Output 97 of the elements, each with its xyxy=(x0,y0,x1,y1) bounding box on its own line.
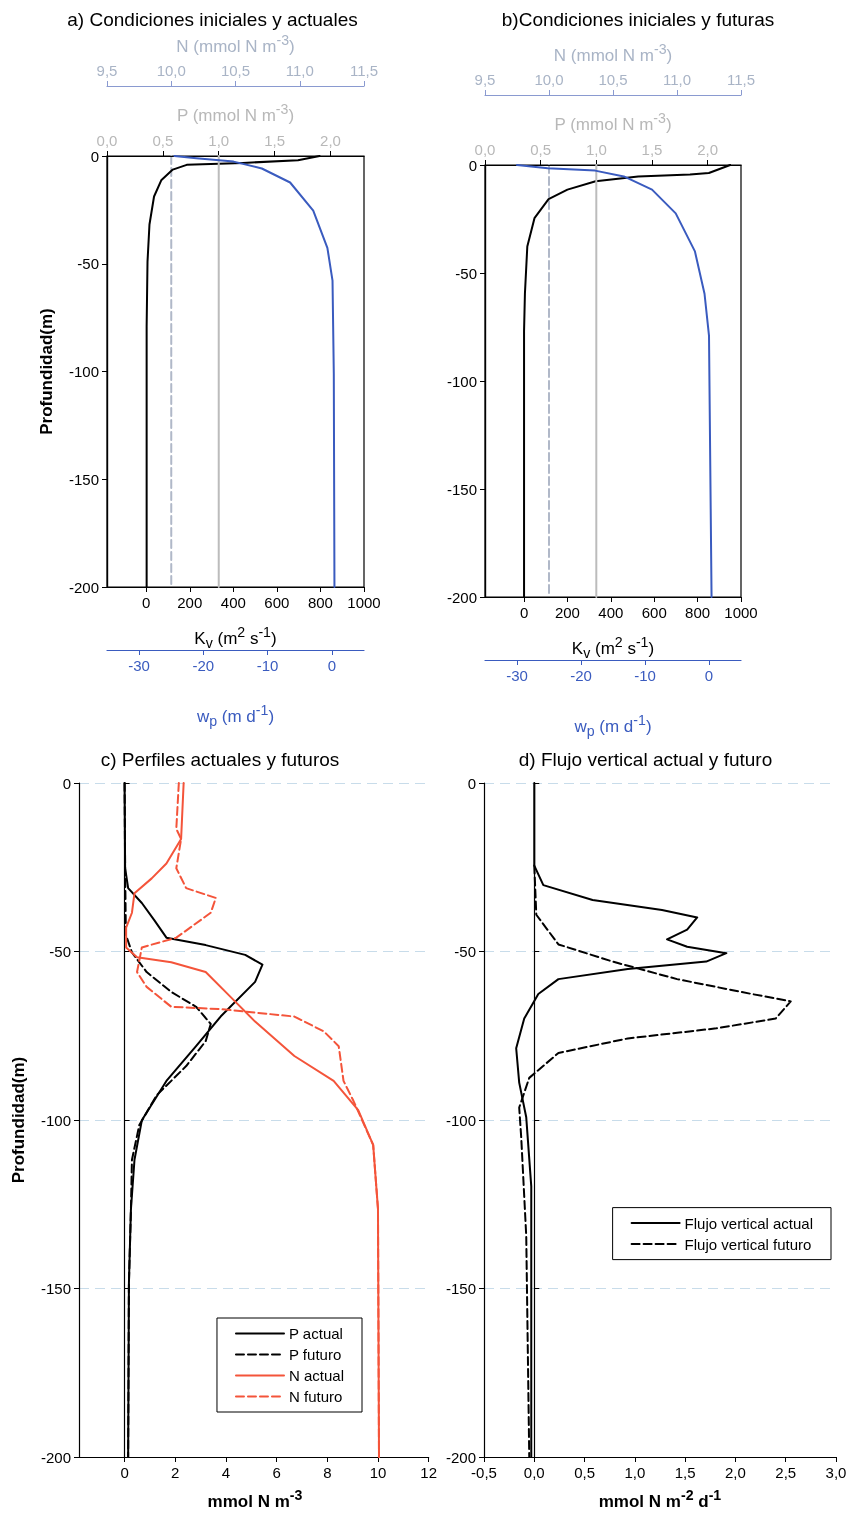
x-axis-title: K$_{v}$ (m$^{2}$ s$^{-1}$) xyxy=(570,634,656,662)
y-tick-label: -200 xyxy=(40,1448,71,1466)
x-tick-label: -20 xyxy=(192,657,215,674)
y-tick-label: -100 xyxy=(68,363,99,380)
x2-axis-title: N (mmol N m$^{-3}$) xyxy=(552,41,674,66)
x2-tick-label: 10,0 xyxy=(534,71,564,88)
x-tick-label: 400 xyxy=(598,604,624,621)
x2-tick-label: 2,0 xyxy=(320,132,341,149)
x-tick-label: 10 xyxy=(369,1464,387,1481)
x2-tick-label: 10,0 xyxy=(156,62,186,79)
x2-axis-title: N (mmol N m$^{-3}$) xyxy=(175,32,296,57)
x-tick-label: 400 xyxy=(220,594,246,611)
y-tick-label: -50 xyxy=(77,255,99,273)
x2-tick-label: 11,5 xyxy=(726,71,756,88)
legend-label: P futuro xyxy=(288,1346,342,1363)
y-tick-label: 0 xyxy=(467,774,476,792)
x-tick-label: 1000 xyxy=(347,594,381,611)
x2-axis-title: P (mmol N m$^{-3}$) xyxy=(175,101,296,126)
x-tick-label: 1000 xyxy=(724,604,758,621)
x2-tick-label: 0,5 xyxy=(530,141,552,158)
x2-tick-label: 11,0 xyxy=(285,62,314,79)
x-tick-label: -10 xyxy=(634,667,656,684)
x-tick-label: -30 xyxy=(506,667,528,684)
x-axis-title: K$_{v}$ (m$^{2}$ s$^{-1}$) xyxy=(193,624,278,652)
y-tick-label: 0 xyxy=(90,147,99,165)
y-tick-label: 0 xyxy=(468,156,477,174)
x2-tick-label: 2,0 xyxy=(697,141,719,158)
x-tick-label: 0 xyxy=(519,604,529,621)
x-tick-label: 12 xyxy=(420,1464,437,1481)
x-tick-label: 0 xyxy=(120,1464,129,1481)
y-axis-title: Profundidad(m) xyxy=(9,1056,28,1184)
x-axis-title: mmol N m$^{-3}$ xyxy=(206,1487,304,1512)
x2-tick-label: 9,5 xyxy=(474,71,496,88)
x2-tick-label: 11,5 xyxy=(349,62,379,79)
x2-tick-label: 1,0 xyxy=(208,132,230,149)
x-tick-label: 0 xyxy=(704,667,714,684)
y-tick-label: -100 xyxy=(446,372,477,390)
y-tick-label: -150 xyxy=(446,480,477,498)
x-tick-label: 0,0 xyxy=(523,1464,545,1481)
x2-axis-title: P (mmol N m$^{-3}$) xyxy=(553,110,673,135)
x2-tick-label: 10,5 xyxy=(598,71,628,88)
y-tick-label: -150 xyxy=(445,1280,476,1297)
x2-tick-label: 1,5 xyxy=(641,141,663,158)
y-tick-label: -100 xyxy=(445,1111,476,1129)
x2-tick-label: 9,5 xyxy=(96,62,118,79)
chart-title: b)Condiciones iniciales y futuras xyxy=(501,9,775,30)
x-tick-label: 2,5 xyxy=(775,1464,797,1481)
y-tick-label: -200 xyxy=(446,588,477,606)
y-tick-label: -100 xyxy=(40,1111,71,1129)
x-axis-title: w$_{p}$ (m d$^{-1}$) xyxy=(195,702,276,730)
x-tick-label: -20 xyxy=(570,667,592,684)
y-tick-label: -50 xyxy=(49,943,71,960)
x-tick-label: -10 xyxy=(256,657,279,674)
x-tick-label: 4 xyxy=(221,1464,231,1481)
y-tick-label: -50 xyxy=(455,264,477,282)
legend-label: N futuro xyxy=(288,1388,343,1405)
x-tick-label: 0,5 xyxy=(574,1464,595,1481)
x2-tick-label: 1,5 xyxy=(264,132,286,149)
chart-title: a) Condiciones iniciales y actuales xyxy=(67,9,358,30)
chart-title: d) Flujo vertical actual y futuro xyxy=(518,749,773,770)
y-tick-label: -50 xyxy=(454,943,476,960)
chart-title: c) Perfiles actuales y futuros xyxy=(100,749,340,770)
x-tick-label: 200 xyxy=(554,604,580,621)
x-axis-title: mmol N m$^{-2}$ d$^{-1}$ xyxy=(597,1487,723,1512)
x-axis-title: w$_{p}$ (m d$^{-1}$) xyxy=(573,712,653,740)
x2-tick-label: 0,5 xyxy=(152,132,174,149)
x2-tick-label: 1,0 xyxy=(585,141,607,158)
x2-tick-label: 10,5 xyxy=(220,62,251,79)
x-tick-label: 8 xyxy=(323,1464,332,1481)
x-tick-label: 2,0 xyxy=(725,1464,746,1481)
legend-label: Flujo vertical actual xyxy=(684,1214,813,1232)
x2-tick-label: 11,0 xyxy=(662,71,692,88)
legend-label: N actual xyxy=(288,1367,344,1384)
legend-label: P actual xyxy=(288,1325,343,1342)
x-tick-label: -0,5 xyxy=(471,1464,497,1481)
x-tick-label: 600 xyxy=(641,604,667,621)
y-tick-label: -200 xyxy=(68,578,99,596)
y-tick-label: -200 xyxy=(445,1448,476,1466)
y-tick-label: -150 xyxy=(68,470,99,488)
x-tick-label: 200 xyxy=(177,594,203,611)
x-tick-label: 1,0 xyxy=(624,1464,646,1481)
x-tick-label: 2 xyxy=(171,1464,180,1481)
x-tick-label: 600 xyxy=(264,594,290,611)
y-tick-label: -150 xyxy=(40,1280,71,1297)
x2-tick-label: 0,0 xyxy=(474,141,496,158)
x-tick-label: 3,0 xyxy=(825,1464,847,1481)
x-tick-label: 0 xyxy=(142,594,151,611)
x-tick-label: -30 xyxy=(128,657,150,674)
y-axis-title: Profundidad(m) xyxy=(37,308,56,435)
x-tick-label: 800 xyxy=(307,594,333,611)
x2-tick-label: 0,0 xyxy=(96,132,118,149)
x-tick-label: 800 xyxy=(685,604,711,621)
y-tick-label: 0 xyxy=(62,774,71,792)
legend-label: Flujo vertical futuro xyxy=(684,1235,812,1253)
x-tick-label: 6 xyxy=(272,1464,281,1481)
x-tick-label: 1,5 xyxy=(674,1464,696,1481)
x-tick-label: 0 xyxy=(327,657,337,674)
